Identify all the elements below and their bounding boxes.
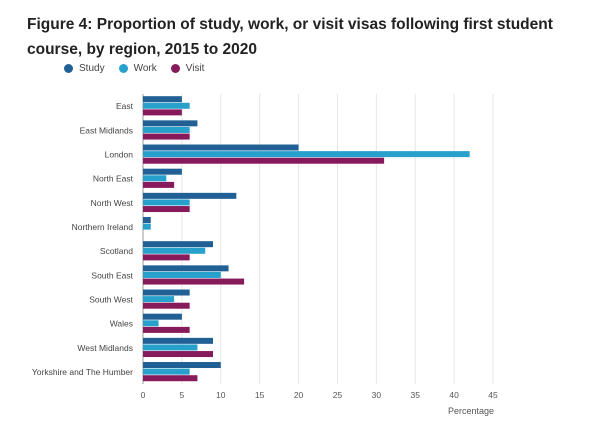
bar-work-10 bbox=[143, 344, 198, 351]
bar-study-2 bbox=[143, 144, 299, 151]
x-tick-label-0: 0 bbox=[141, 390, 146, 400]
category-label-0: East bbox=[116, 101, 134, 111]
bar-visit-11 bbox=[143, 375, 198, 382]
category-label-5: Northern Ireland bbox=[72, 222, 134, 232]
category-label-8: South West bbox=[89, 294, 133, 304]
bar-visit-8 bbox=[143, 302, 190, 309]
bar-visit-0 bbox=[143, 109, 182, 116]
x-tick-label-15: 15 bbox=[255, 390, 265, 400]
chart-title: Figure 4: Proportion of study, work, or … bbox=[27, 16, 553, 58]
x-tick-label-45: 45 bbox=[488, 390, 498, 400]
legend: Study Work Visit bbox=[64, 63, 204, 74]
category-label-10: West Midlands bbox=[77, 343, 133, 353]
x-tick-label-10: 10 bbox=[216, 390, 226, 400]
x-tick-label-40: 40 bbox=[449, 390, 459, 400]
bar-study-8 bbox=[143, 289, 190, 296]
x-tick-label-35: 35 bbox=[410, 390, 420, 400]
category-label-7: South East bbox=[91, 270, 133, 280]
bar-visit-4 bbox=[143, 206, 190, 213]
legend-swatch-visit bbox=[170, 64, 180, 73]
bar-visit-3 bbox=[143, 181, 175, 188]
bar-study-0 bbox=[143, 96, 182, 103]
category-label-9: Wales bbox=[110, 319, 133, 329]
legend-item-study: Study bbox=[64, 63, 105, 74]
x-tick-label-30: 30 bbox=[372, 390, 382, 400]
legend-label-work: Work bbox=[133, 63, 157, 74]
bar-visit-2 bbox=[143, 157, 385, 164]
bar-work-4 bbox=[143, 199, 190, 206]
category-label-2: London bbox=[105, 149, 134, 159]
bar-study-4 bbox=[143, 192, 237, 199]
bar-work-8 bbox=[143, 296, 175, 303]
bar-study-11 bbox=[143, 362, 221, 369]
legend-swatch-study bbox=[64, 64, 73, 73]
legend-item-work: Work bbox=[118, 63, 157, 74]
bar-visit-9 bbox=[143, 326, 190, 333]
category-label-3: North East bbox=[93, 174, 134, 184]
bar-work-6 bbox=[143, 247, 206, 254]
bar-study-9 bbox=[143, 313, 182, 320]
x-tick-label-25: 25 bbox=[333, 390, 343, 400]
bar-study-1 bbox=[143, 120, 198, 127]
legend-item-visit: Visit bbox=[170, 63, 205, 74]
bar-work-3 bbox=[143, 175, 167, 182]
legend-label-visit: Visit bbox=[185, 63, 205, 74]
bar-work-2 bbox=[143, 151, 470, 158]
bar-study-6 bbox=[143, 241, 213, 248]
legend-swatch-work bbox=[118, 64, 128, 73]
x-tick-label-20: 20 bbox=[294, 390, 304, 400]
bar-visit-1 bbox=[143, 133, 190, 140]
category-label-11: Yorkshire and The Humber bbox=[32, 367, 133, 377]
bar-work-7 bbox=[143, 271, 221, 278]
bar-work-11 bbox=[143, 368, 190, 375]
legend-label-study: Study bbox=[79, 63, 105, 74]
bar-visit-10 bbox=[143, 351, 213, 358]
bar-work-9 bbox=[143, 320, 159, 327]
category-label-4: North West bbox=[91, 198, 134, 208]
bar-work-5 bbox=[143, 223, 151, 230]
bar-study-10 bbox=[143, 337, 213, 344]
category-label-1: East Midlands bbox=[80, 125, 133, 135]
bar-visit-7 bbox=[143, 278, 245, 285]
bar-visit-6 bbox=[143, 254, 190, 261]
bar-work-0 bbox=[143, 102, 190, 109]
bar-study-3 bbox=[143, 168, 182, 175]
category-label-6: Scotland bbox=[100, 246, 133, 256]
bar-work-1 bbox=[143, 126, 190, 133]
bar-study-5 bbox=[143, 217, 151, 224]
bar-study-7 bbox=[143, 265, 229, 272]
x-tick-label-5: 5 bbox=[180, 390, 185, 400]
x-axis-title: Percentage bbox=[448, 406, 494, 416]
